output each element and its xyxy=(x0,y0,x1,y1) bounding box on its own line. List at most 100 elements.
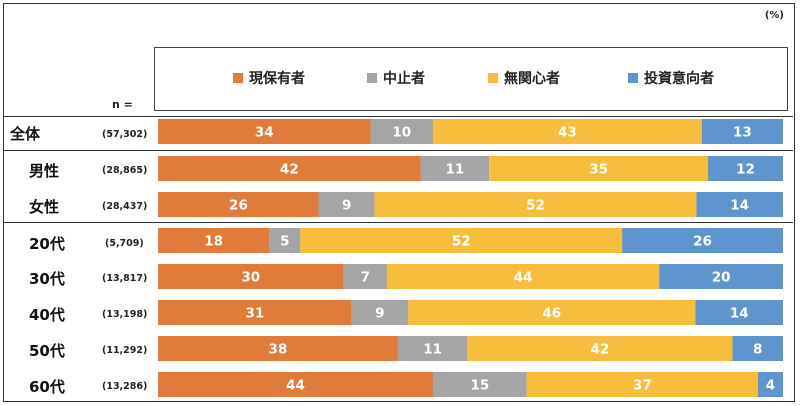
chart-frame: (%) 現保有者 中止者 無関心者 投資意向者 n = 全体 (57,302) … xyxy=(3,3,795,402)
bar-label-30s-current-holders: 30 xyxy=(241,270,260,286)
bar-total-uninterested xyxy=(433,119,702,144)
row-n-male: (28,865) xyxy=(102,165,148,176)
bar-label-male-stopped: 11 xyxy=(445,162,464,178)
bar-30s-uninterested xyxy=(386,264,660,289)
row-label-30s: 30代 xyxy=(29,270,65,288)
row-label-40s: 40代 xyxy=(29,306,65,324)
bar-60s-stopped xyxy=(433,372,527,397)
bar-male-uninterested xyxy=(489,156,708,181)
bar-label-total-stopped: 10 xyxy=(392,125,411,141)
bar-60s-current-holders xyxy=(158,372,433,397)
bar-total-stopped xyxy=(370,119,433,144)
bar-female-uninterested xyxy=(374,192,697,217)
bar-50s-current-holders xyxy=(158,336,398,361)
row-n-30s: (13,817) xyxy=(102,273,148,284)
bar-male-intending xyxy=(708,156,783,181)
bar-label-50s-stopped: 11 xyxy=(423,342,442,358)
bar-label-male-uninterested: 35 xyxy=(589,162,608,178)
bar-label-20s-stopped: 5 xyxy=(280,234,289,250)
bar-40s-current-holders xyxy=(158,300,352,325)
legend-item-intending: 投資意向者 xyxy=(628,69,714,87)
separator-total xyxy=(4,150,793,151)
row-label-female: 女性 xyxy=(29,198,60,216)
bar-label-50s-uninterested: 42 xyxy=(591,342,610,358)
bar-30s-stopped xyxy=(343,264,387,289)
bar-label-50s-intending: 8 xyxy=(753,342,762,358)
row-n-60s: (13,286) xyxy=(102,381,148,392)
bar-female-stopped xyxy=(318,192,375,217)
bar-50s-stopped xyxy=(397,336,468,361)
bar-label-20s-uninterested: 52 xyxy=(452,234,471,250)
bar-male-stopped xyxy=(420,156,490,181)
row-label-total: 全体 xyxy=(10,125,41,143)
bar-total-current-holders xyxy=(158,119,371,144)
legend-item-uninterested: 無関心者 xyxy=(488,69,560,87)
separator-gender xyxy=(4,222,793,223)
legend-swatch-uninterested xyxy=(488,73,498,83)
bar-label-female-uninterested: 52 xyxy=(526,198,545,214)
row-label-20s: 20代 xyxy=(29,235,65,253)
bar-30s-current-holders xyxy=(158,264,344,289)
bar-20s-intending xyxy=(622,228,783,253)
separator-top xyxy=(4,116,793,117)
bar-label-total-uninterested: 43 xyxy=(558,125,577,141)
bar-label-60s-stopped: 15 xyxy=(470,378,489,394)
bar-label-30s-stopped: 7 xyxy=(361,270,370,286)
bar-female-intending xyxy=(696,192,783,217)
bar-label-40s-intending: 14 xyxy=(730,306,749,322)
bar-label-female-current-holders: 26 xyxy=(229,198,248,214)
bar-20s-current-holders xyxy=(158,228,270,253)
row-label-male: 男性 xyxy=(29,162,60,180)
bar-30s-intending xyxy=(659,264,783,289)
row-label-60s: 60代 xyxy=(29,378,65,396)
bar-label-total-current-holders: 34 xyxy=(255,125,274,141)
bar-label-30s-uninterested: 44 xyxy=(514,270,533,286)
row-label-50s: 50代 xyxy=(29,342,65,360)
bar-label-20s-intending: 26 xyxy=(693,234,712,250)
row-n-total: (57,302) xyxy=(102,129,148,140)
bar-label-male-current-holders: 42 xyxy=(280,162,299,178)
bar-label-40s-current-holders: 31 xyxy=(245,306,264,322)
bar-50s-intending xyxy=(732,336,783,361)
row-n-20s: (5,709) xyxy=(105,238,144,249)
bar-male-current-holders xyxy=(158,156,421,181)
legend-label-stopped: 中止者 xyxy=(383,71,425,87)
legend-item-stopped: 中止者 xyxy=(367,69,425,87)
bar-60s-uninterested xyxy=(526,372,758,397)
bar-label-60s-current-holders: 44 xyxy=(286,378,305,394)
bar-20s-stopped xyxy=(269,228,301,253)
bar-label-30s-intending: 20 xyxy=(712,270,731,286)
row-n-female: (28,437) xyxy=(102,201,148,212)
bar-label-60s-uninterested: 37 xyxy=(633,378,652,394)
legend-swatch-stopped xyxy=(367,73,377,83)
bar-label-50s-current-holders: 38 xyxy=(269,342,288,358)
legend-item-current-holders: 現保有者 xyxy=(233,69,305,87)
bar-40s-stopped xyxy=(351,300,408,325)
legend-swatch-current-holders xyxy=(233,73,243,83)
bar-40s-uninterested xyxy=(408,300,696,325)
bar-plot: 34 10 43 13 42 11 35 12 26 9 52 14 18 5 52 26 30 7 44 20 31 9… xyxy=(158,119,783,397)
legend: 現保有者 中止者 無関心者 投資意向者 xyxy=(154,47,788,111)
legend-label-uninterested: 無関心者 xyxy=(504,71,560,87)
unit-label: (%) xyxy=(764,10,784,21)
bar-label-40s-uninterested: 46 xyxy=(542,306,561,322)
bar-label-male-intending: 12 xyxy=(736,162,755,178)
bar-label-female-stopped: 9 xyxy=(342,198,351,214)
bar-label-60s-intending: 4 xyxy=(766,378,775,394)
bar-label-40s-stopped: 9 xyxy=(375,306,384,322)
legend-swatch-intending xyxy=(628,73,638,83)
legend-label-current-holders: 現保有者 xyxy=(249,71,305,87)
bar-40s-intending xyxy=(695,300,783,325)
row-n-40s: (13,198) xyxy=(102,309,148,320)
bar-label-total-intending: 13 xyxy=(733,125,752,141)
n-label: n = xyxy=(112,98,133,111)
bar-50s-uninterested xyxy=(467,336,733,361)
row-n-50s: (11,292) xyxy=(102,345,148,356)
bar-label-female-intending: 14 xyxy=(730,198,749,214)
legend-label-intending: 投資意向者 xyxy=(644,71,714,87)
bar-total-intending xyxy=(701,119,783,144)
bar-female-current-holders xyxy=(158,192,319,217)
bar-label-20s-current-holders: 18 xyxy=(204,234,223,250)
bar-20s-uninterested xyxy=(300,228,623,253)
bar-60s-intending xyxy=(758,372,783,397)
